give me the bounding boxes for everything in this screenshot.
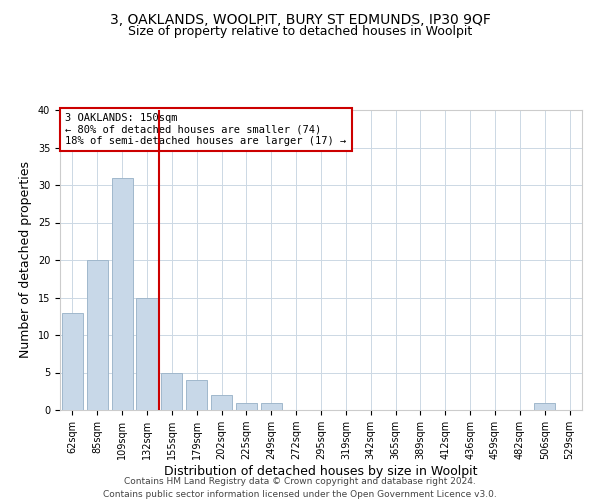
Text: 3, OAKLANDS, WOOLPIT, BURY ST EDMUNDS, IP30 9QF: 3, OAKLANDS, WOOLPIT, BURY ST EDMUNDS, I… xyxy=(110,12,490,26)
Bar xyxy=(534,402,555,410)
Bar xyxy=(136,298,158,410)
Bar xyxy=(112,178,133,410)
Text: 3 OAKLANDS: 150sqm
← 80% of detached houses are smaller (74)
18% of semi-detache: 3 OAKLANDS: 150sqm ← 80% of detached hou… xyxy=(65,113,346,146)
Bar xyxy=(186,380,207,410)
Bar xyxy=(211,395,232,410)
Bar xyxy=(236,402,257,410)
Text: Contains public sector information licensed under the Open Government Licence v3: Contains public sector information licen… xyxy=(103,490,497,499)
Bar xyxy=(87,260,108,410)
Y-axis label: Number of detached properties: Number of detached properties xyxy=(19,162,32,358)
Bar xyxy=(62,312,83,410)
Bar xyxy=(161,372,182,410)
Bar xyxy=(261,402,282,410)
Text: Size of property relative to detached houses in Woolpit: Size of property relative to detached ho… xyxy=(128,25,472,38)
X-axis label: Distribution of detached houses by size in Woolpit: Distribution of detached houses by size … xyxy=(164,465,478,478)
Text: Contains HM Land Registry data © Crown copyright and database right 2024.: Contains HM Land Registry data © Crown c… xyxy=(124,478,476,486)
